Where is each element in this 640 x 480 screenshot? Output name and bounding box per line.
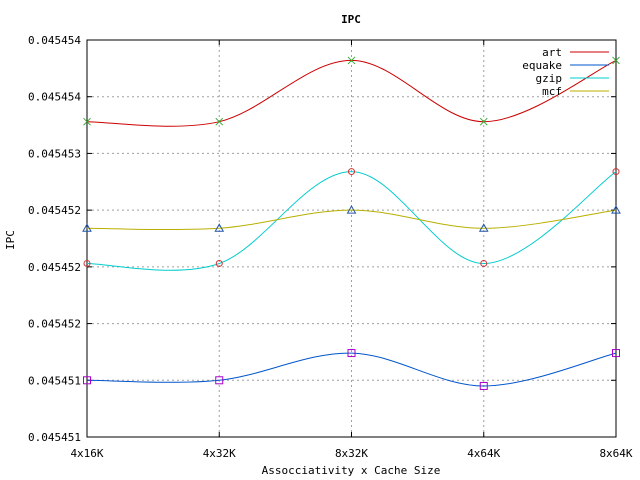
square-marker xyxy=(612,349,620,358)
legend-label: equake xyxy=(522,59,562,72)
y-axis-label: IPC xyxy=(4,230,17,250)
square-marker xyxy=(479,381,488,390)
circle-marker xyxy=(83,259,91,267)
y-tick-label: 0.045452 xyxy=(28,261,81,274)
y-tick-label: 0.045451 xyxy=(28,374,81,387)
series-gzip xyxy=(83,168,620,271)
series-layer xyxy=(82,56,621,390)
x-marker xyxy=(612,56,620,65)
x-tick-label: 4x16K xyxy=(70,447,103,460)
y-tick-label: 0.045454 xyxy=(28,34,81,47)
legend-item-gzip: gzip xyxy=(536,72,609,85)
triangle-marker xyxy=(346,205,357,214)
x-tick-label: 4x32K xyxy=(203,447,236,460)
y-tick-label: 0.045452 xyxy=(28,318,81,331)
circle-marker xyxy=(348,168,355,176)
axes: 0.045451 0.045451 0.045452 0.045452 0.045452… xyxy=(28,34,633,460)
circle-marker xyxy=(612,168,620,176)
square-marker xyxy=(215,376,224,385)
legend-label: gzip xyxy=(536,72,563,85)
legend-label: art xyxy=(542,46,562,59)
series-mcf xyxy=(82,205,621,232)
triangle-marker xyxy=(611,205,621,214)
y-tick-label: 0.045453 xyxy=(28,147,81,160)
y-tick-label: 0.045452 xyxy=(28,204,81,217)
legend-item-mcf: mcf xyxy=(542,85,609,98)
y-tick-label: 0.045454 xyxy=(28,91,81,104)
x-tick-label: 8x64K xyxy=(599,447,632,460)
triangle-marker xyxy=(82,223,92,232)
square-marker xyxy=(347,349,356,358)
chart-title: IPC xyxy=(341,13,361,26)
x-tick-label: 4x64K xyxy=(467,447,500,460)
circle-marker xyxy=(480,259,488,267)
series-line-mcf xyxy=(86,209,617,231)
series-art xyxy=(83,56,620,127)
legend-item-equake: equake xyxy=(522,59,609,72)
x-marker xyxy=(215,117,224,126)
circle-marker xyxy=(215,259,223,267)
y-tick-label: 0.045451 xyxy=(28,431,81,444)
triangle-marker xyxy=(214,223,225,232)
plot-border xyxy=(86,39,617,438)
x-marker xyxy=(479,117,488,126)
square-marker xyxy=(83,376,91,385)
series-line-gzip xyxy=(86,171,617,271)
series-equake xyxy=(83,349,620,390)
triangle-marker xyxy=(478,223,489,232)
legend-item-art: art xyxy=(542,46,609,59)
x-axis-label: Assocciativity x Cache Size xyxy=(262,464,441,477)
x-tick-label: 8x32K xyxy=(335,447,368,460)
x-marker xyxy=(83,117,91,126)
legend-label: mcf xyxy=(542,85,562,98)
x-marker xyxy=(347,56,356,65)
series-line-equake xyxy=(86,352,617,387)
